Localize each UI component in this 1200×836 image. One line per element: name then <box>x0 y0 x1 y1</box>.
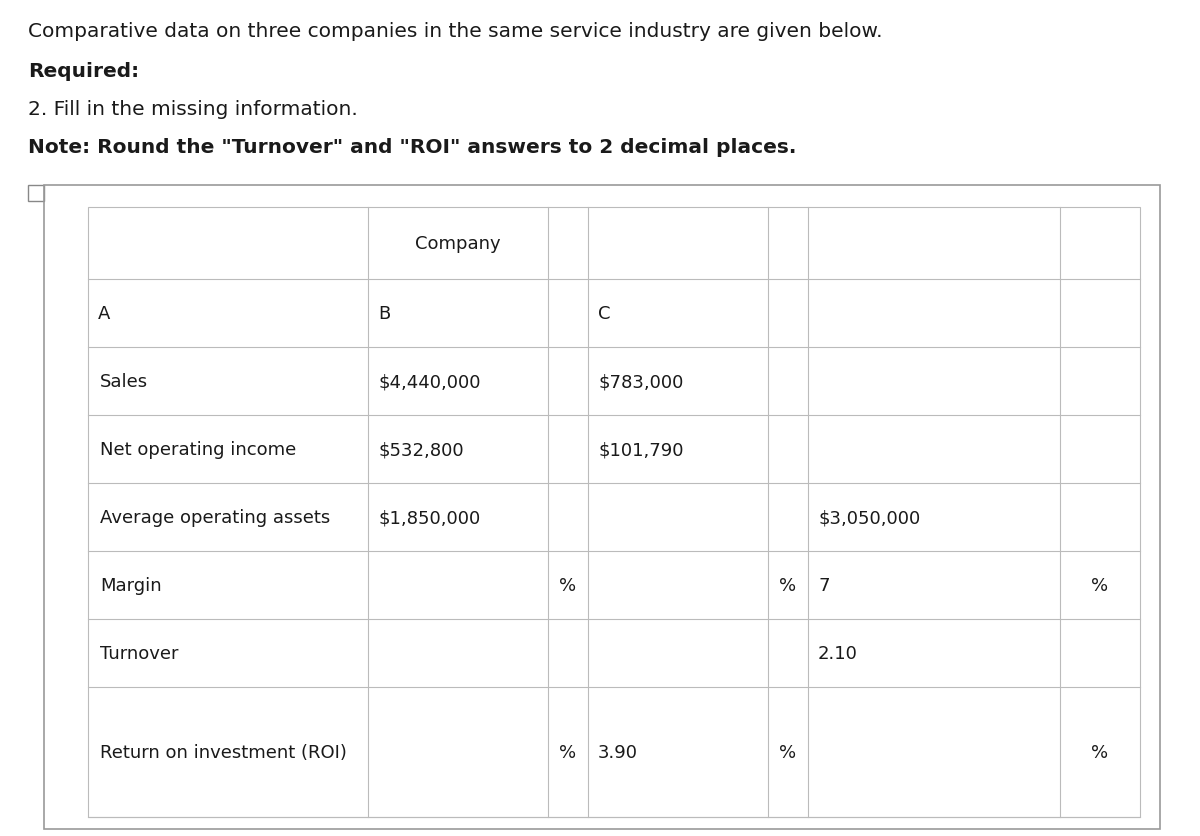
Text: 2.10: 2.10 <box>818 645 858 662</box>
Text: Margin: Margin <box>100 576 162 594</box>
Text: $1,850,000: $1,850,000 <box>378 508 480 527</box>
Text: Return on investment (ROI): Return on investment (ROI) <box>100 743 347 761</box>
Bar <box>88 208 1140 817</box>
Text: %: % <box>1092 743 1109 761</box>
Text: Average operating assets: Average operating assets <box>100 508 330 527</box>
Text: 2. Fill in the missing information.: 2. Fill in the missing information. <box>28 99 358 119</box>
Text: $101,790: $101,790 <box>598 441 684 458</box>
Text: $783,000: $783,000 <box>598 373 683 390</box>
Text: C: C <box>598 304 611 323</box>
Text: Comparative data on three companies in the same service industry are given below: Comparative data on three companies in t… <box>28 22 882 41</box>
Text: Net operating income: Net operating income <box>100 441 296 458</box>
Text: Sales: Sales <box>100 373 148 390</box>
Text: %: % <box>780 743 797 761</box>
Text: $532,800: $532,800 <box>378 441 463 458</box>
Text: Company: Company <box>415 235 500 252</box>
Text: Required:: Required: <box>28 62 139 81</box>
Bar <box>44 186 1160 829</box>
Text: $4,440,000: $4,440,000 <box>378 373 480 390</box>
Text: %: % <box>559 743 576 761</box>
Text: A: A <box>98 304 110 323</box>
Text: Note: Round the "Turnover" and "ROI" answers to 2 decimal places.: Note: Round the "Turnover" and "ROI" ans… <box>28 138 797 157</box>
Text: B: B <box>378 304 390 323</box>
Text: 3.90: 3.90 <box>598 743 638 761</box>
Text: 7: 7 <box>818 576 829 594</box>
Text: %: % <box>780 576 797 594</box>
Text: %: % <box>1092 576 1109 594</box>
Text: Turnover: Turnover <box>100 645 179 662</box>
Bar <box>28 186 44 201</box>
Text: $3,050,000: $3,050,000 <box>818 508 920 527</box>
Text: %: % <box>559 576 576 594</box>
